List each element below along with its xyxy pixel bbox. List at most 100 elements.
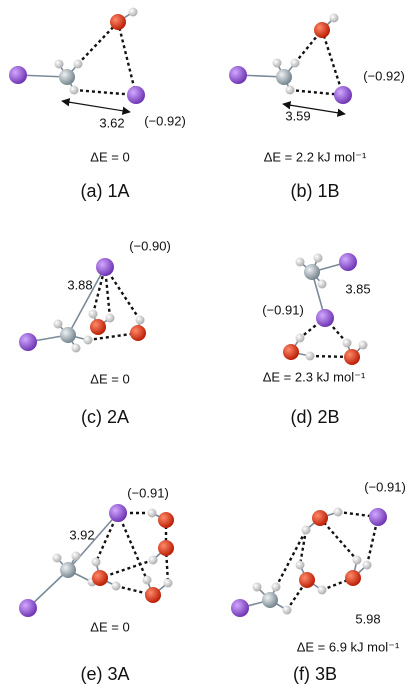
atom — [92, 558, 101, 567]
charge: (−0.91) — [262, 302, 304, 317]
atom — [330, 14, 339, 23]
atom — [55, 60, 64, 69]
atom — [283, 344, 299, 360]
atom — [273, 59, 282, 68]
hydrogen-bond — [74, 90, 136, 95]
energy: ΔE = 0 — [90, 619, 129, 634]
atom — [306, 352, 315, 361]
atom — [296, 258, 305, 267]
atom — [272, 583, 281, 592]
atom — [96, 258, 114, 276]
atom — [312, 510, 328, 526]
hydrogen-bond — [105, 267, 140, 320]
atom — [130, 325, 146, 341]
atom — [343, 339, 352, 348]
charge: (−0.92) — [363, 68, 405, 83]
atom — [158, 512, 174, 528]
atom — [318, 586, 327, 595]
atom — [72, 344, 81, 353]
atom — [89, 310, 98, 319]
atom — [318, 280, 327, 289]
charge: (−0.90) — [129, 238, 171, 253]
atom — [302, 526, 311, 535]
atom — [70, 86, 79, 95]
atom — [60, 562, 76, 578]
atom — [59, 69, 75, 85]
atom — [143, 576, 152, 585]
atom — [344, 349, 360, 365]
atom — [127, 86, 145, 104]
energy: ΔE = 6.9 kJ mol⁻¹ — [297, 639, 400, 654]
atom — [106, 314, 115, 323]
panel-label: (a) 1A — [80, 181, 129, 201]
atom — [296, 561, 305, 570]
atom — [334, 86, 352, 104]
atom — [92, 570, 108, 586]
atom — [90, 319, 106, 335]
atom — [109, 504, 127, 522]
charge: (−0.92) — [144, 113, 186, 128]
atom — [148, 509, 157, 518]
atom — [72, 552, 81, 561]
hydrogen-bond — [78, 22, 118, 64]
atom — [316, 309, 334, 327]
atom — [291, 59, 300, 68]
atom — [74, 60, 83, 69]
atom — [84, 336, 93, 345]
distance-arrow — [62, 101, 130, 112]
atom — [54, 320, 63, 329]
atom — [229, 66, 247, 84]
atom — [60, 327, 76, 343]
atom — [363, 561, 372, 570]
atom — [9, 66, 27, 84]
atom — [164, 579, 173, 588]
atom — [110, 14, 126, 30]
atom — [53, 554, 62, 563]
hydrogen-bond — [300, 530, 306, 565]
panel-label: (f) 3B — [293, 664, 337, 684]
hydrogen-bond — [118, 22, 136, 95]
atom — [314, 22, 330, 38]
atom — [19, 599, 37, 617]
atom — [334, 508, 343, 517]
charge: (−0.91) — [364, 479, 406, 494]
hydrogen-bond — [320, 518, 357, 560]
panel-label: (d) 2B — [290, 407, 339, 427]
atom — [276, 69, 292, 85]
distance: 3.85 — [345, 281, 370, 296]
distance: 3.59 — [285, 108, 310, 123]
atom — [359, 341, 368, 350]
energy: ΔE = 2.2 kJ mol⁻¹ — [264, 149, 367, 164]
distance: 3.62 — [99, 115, 124, 130]
atom — [314, 254, 323, 263]
energy: ΔE = 0 — [90, 371, 129, 386]
atom — [296, 334, 305, 343]
panel-label: (e) 3A — [80, 664, 129, 684]
atom — [129, 8, 138, 17]
atom — [262, 592, 278, 608]
panel-label: (b) 1B — [290, 181, 339, 201]
atom — [283, 606, 292, 615]
figure: 3.62 (−0.92) ΔE = 0 (a) 1A 3.59 (−0.92) ΔE = 2… — [0, 0, 416, 693]
atom — [136, 316, 145, 325]
distance: 3.92 — [69, 527, 94, 542]
atom — [145, 587, 161, 603]
atom — [112, 582, 121, 591]
panel-label: (c) 2A — [81, 407, 129, 427]
atom — [339, 253, 357, 271]
distance: 5.98 — [355, 611, 380, 626]
distance: 3.88 — [67, 277, 92, 292]
hydrogen-bond — [322, 30, 343, 95]
energy: ΔE = 0 — [90, 149, 129, 164]
atom — [353, 556, 362, 565]
atom — [345, 570, 361, 586]
atom — [253, 583, 262, 592]
charge: (−0.91) — [127, 485, 169, 500]
atom — [369, 508, 387, 526]
energy: ΔE = 2.3 kJ mol⁻¹ — [263, 369, 366, 384]
atom — [19, 333, 37, 351]
atom — [231, 599, 249, 617]
atom — [149, 556, 158, 565]
atom — [286, 86, 295, 95]
atom — [158, 540, 174, 556]
